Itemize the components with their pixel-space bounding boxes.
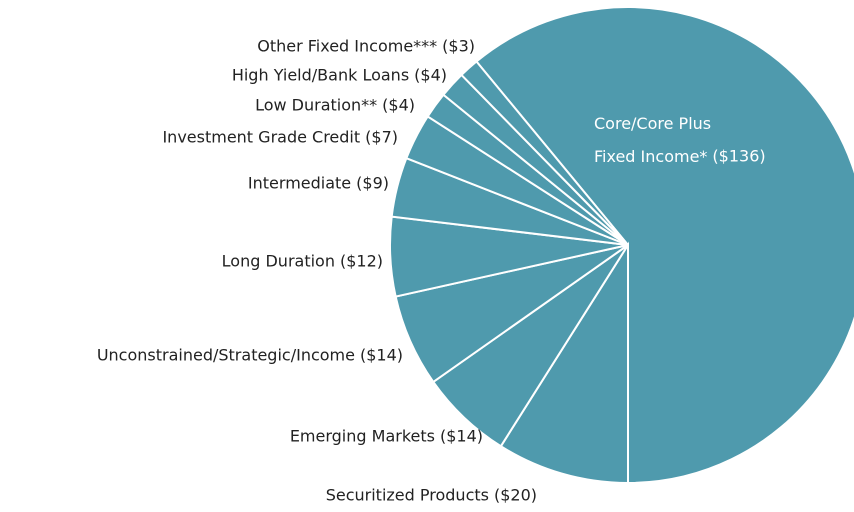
slice-label: Long Duration bbox=[222, 252, 335, 271]
value-label: ($9) bbox=[356, 174, 389, 193]
slice-label: Emerging Markets bbox=[290, 427, 435, 446]
slice-label-line: Core/Core Plus bbox=[594, 114, 711, 133]
slice-label: Other Fixed Income*** bbox=[257, 37, 437, 56]
value-label: ($136) bbox=[712, 147, 765, 166]
slice-label: Core/Core Plus bbox=[594, 114, 711, 133]
slice-label: Fixed Income* bbox=[594, 147, 707, 166]
pie-slice bbox=[460, 60, 629, 246]
value-label: ($12) bbox=[340, 252, 383, 271]
value-label: ($3) bbox=[442, 37, 475, 56]
value-label: ($14) bbox=[440, 427, 483, 446]
pie-slice bbox=[499, 241, 629, 485]
slice-label: Low Duration** bbox=[255, 96, 377, 115]
slice-label-line: Fixed Income* bbox=[594, 147, 707, 166]
slice-label: Investment Grade Credit bbox=[162, 128, 360, 147]
slice-label: Unconstrained/Strategic/Income bbox=[97, 346, 355, 365]
value-label: ($7) bbox=[365, 128, 398, 147]
value-label: ($14) bbox=[360, 346, 403, 365]
slice-label: High Yield/Bank Loans bbox=[232, 66, 409, 85]
pie-slice bbox=[475, 6, 854, 485]
slice-label: Intermediate bbox=[248, 174, 351, 193]
value-label: ($20) bbox=[494, 486, 537, 505]
value-label: ($4) bbox=[414, 66, 447, 85]
value-label: ($4) bbox=[382, 96, 415, 115]
slice-label: Securitized Products bbox=[326, 486, 489, 505]
